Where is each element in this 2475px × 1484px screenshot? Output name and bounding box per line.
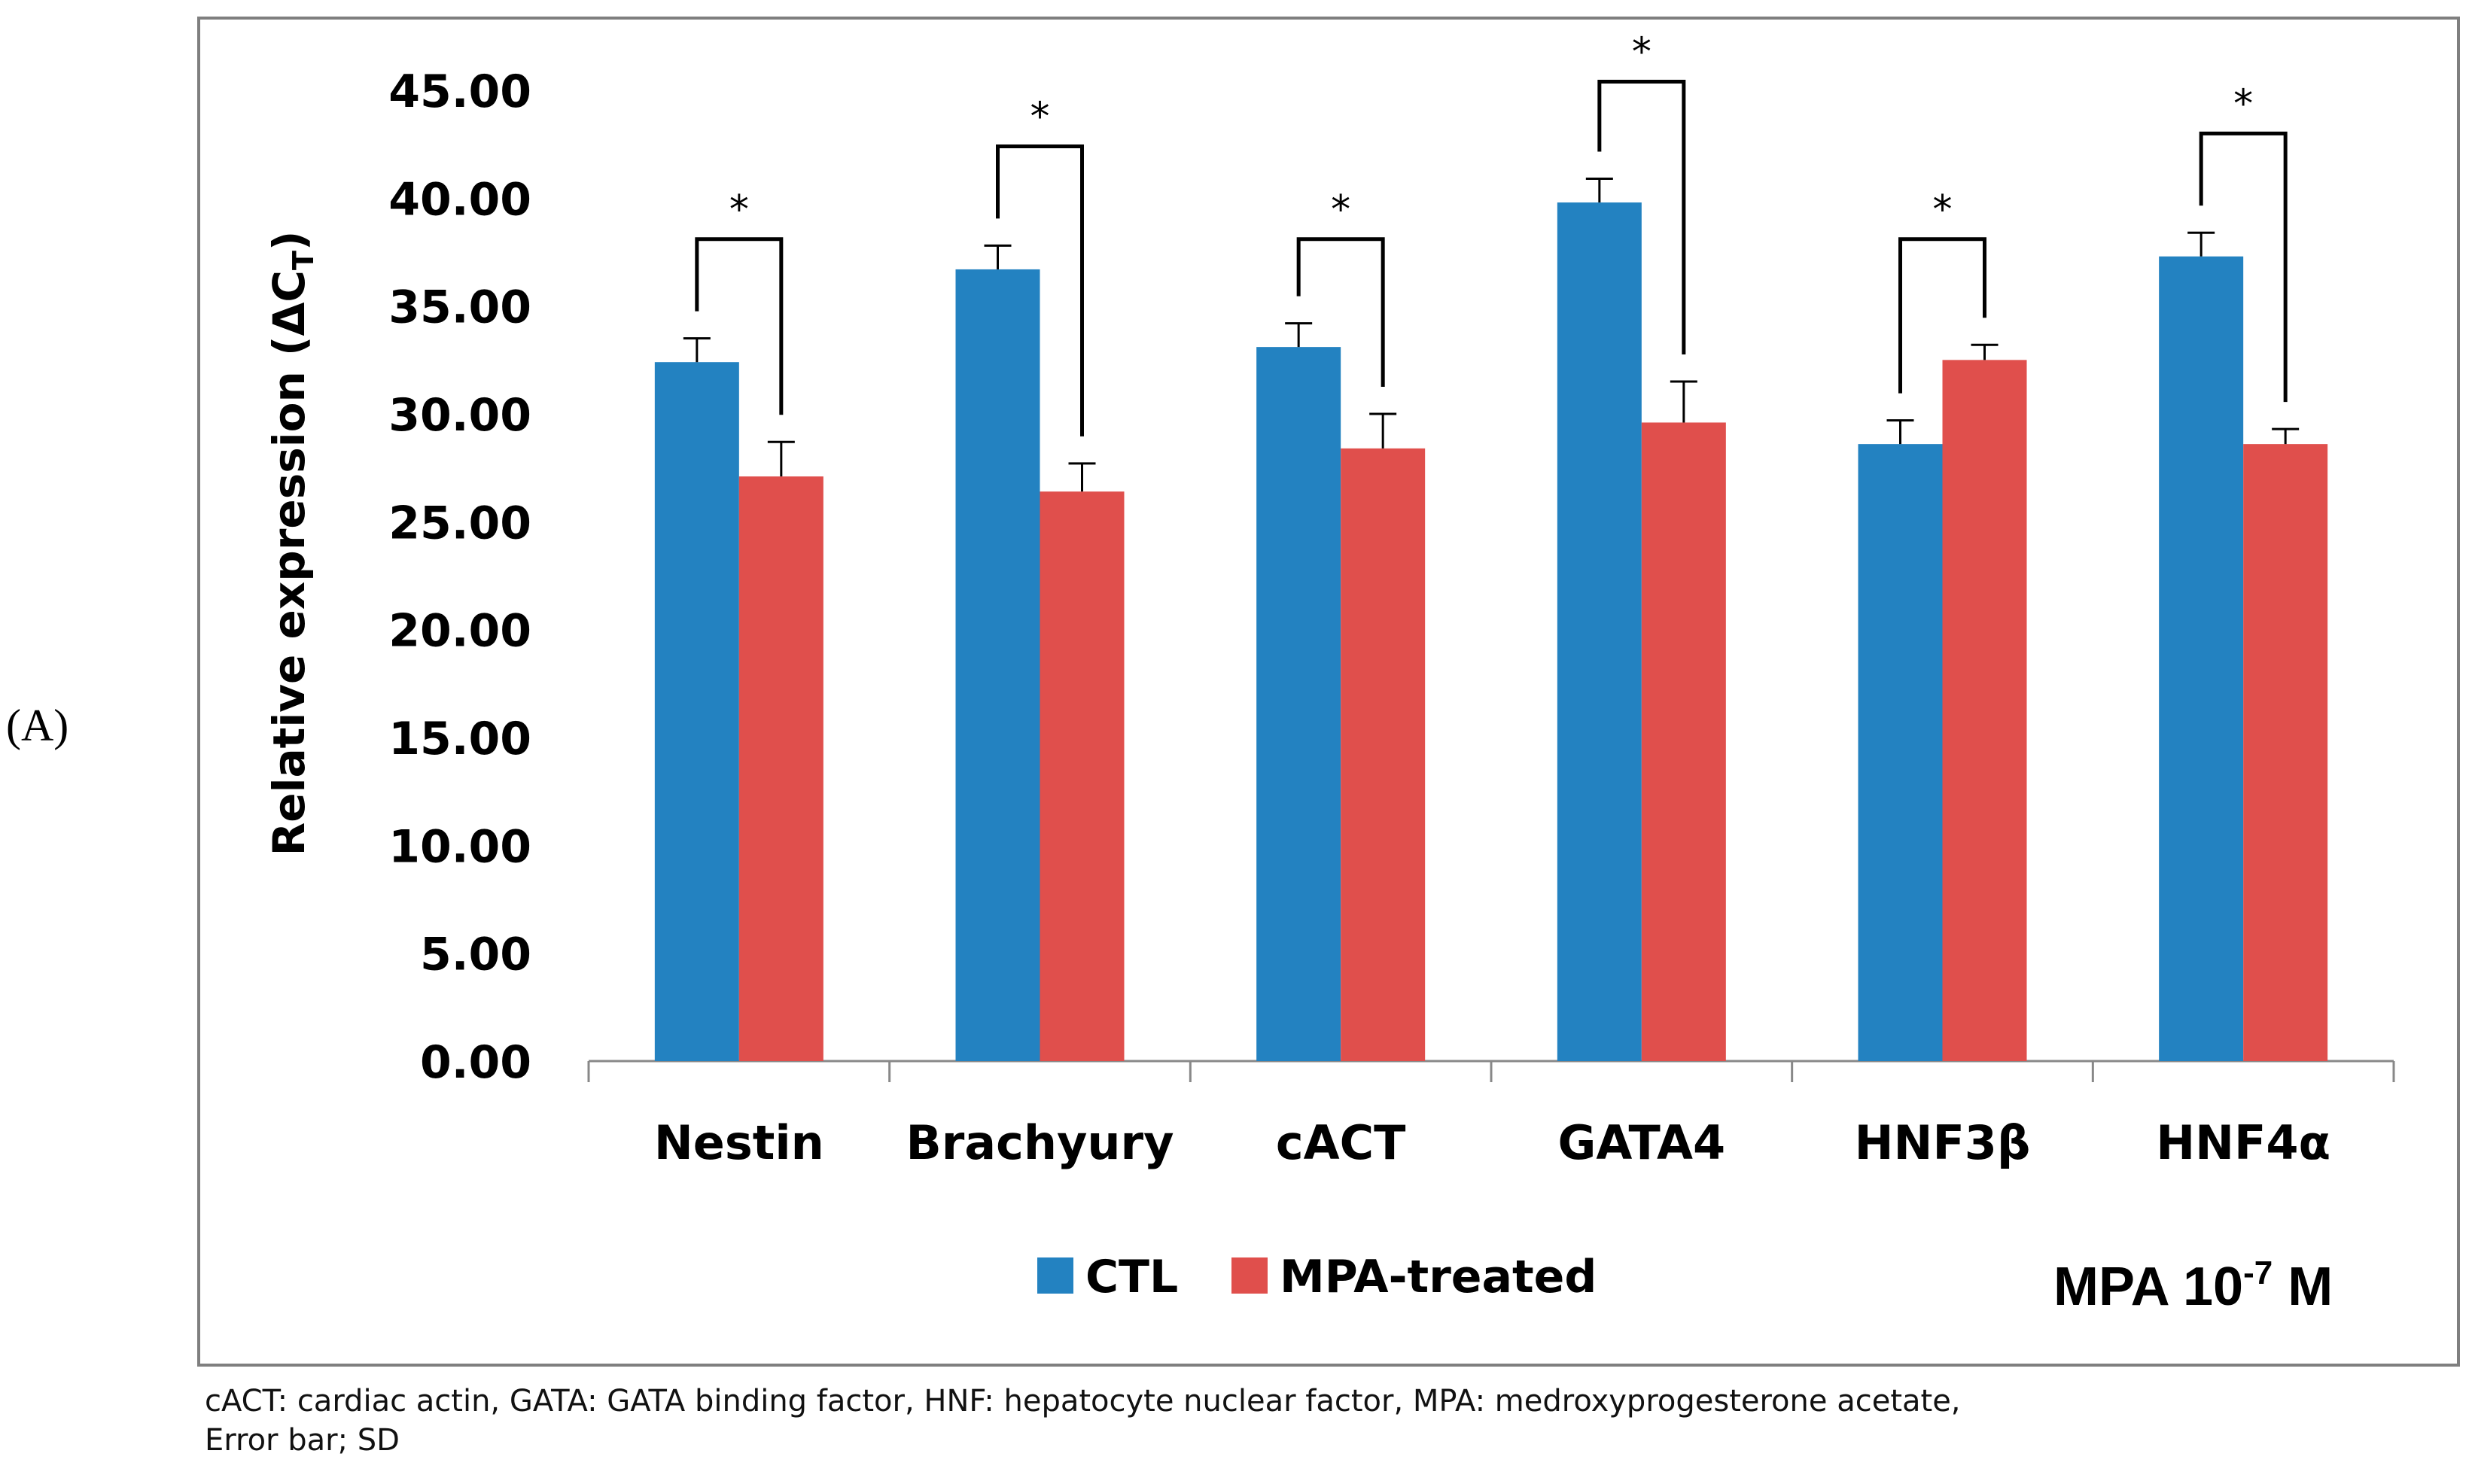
footnote-line-2: Error bar; SD	[205, 1423, 400, 1458]
x-tick-label: cACT	[1276, 1115, 1406, 1170]
significance-bracket	[2199, 131, 2288, 403]
x-axis: Nestin Brachyury cACT GATA4 HNF3β HNF4α	[587, 1060, 2395, 1170]
x-tick-label: GATA4	[1557, 1115, 1725, 1170]
y-axis-label-subscript: T	[287, 251, 320, 270]
significance-star: *	[2233, 81, 2253, 126]
treatment-annotation: MPA 10-7 M	[2053, 1254, 2333, 1317]
bar-ctl	[1858, 444, 1943, 1061]
significance-star: *	[1632, 30, 1652, 75]
error-bars	[683, 178, 2300, 492]
y-tick-label: 10.00	[388, 820, 531, 873]
annotation-main: MPA 10	[2053, 1257, 2243, 1317]
x-tick-label: HNF3β	[1855, 1115, 2031, 1170]
significance-star: *	[729, 187, 749, 233]
bar-ctl	[1256, 347, 1341, 1062]
y-tick-label: 30.00	[388, 389, 531, 442]
chart-frame	[197, 17, 2460, 1367]
bar-chart: 0.00 5.00 10.00 15.00 20.00 25.00 30.00 35.00 40…	[263, 30, 2395, 1317]
significance-star: *	[1331, 187, 1350, 233]
bar-ctl	[1557, 202, 1642, 1062]
bar-mpa-treated	[738, 476, 823, 1061]
significance-brackets: * * * * * *	[695, 30, 2288, 436]
footnote: cACT: cardiac actin, GATA: GATA binding …	[205, 1382, 2463, 1460]
y-tick-label: 40.00	[388, 173, 531, 226]
y-axis: 0.00 5.00 10.00 15.00 20.00 25.00 30.00 35.00 40…	[388, 65, 531, 1089]
panel-label: (A)	[6, 701, 69, 750]
footnote-line-1: cACT: cardiac actin, GATA: GATA binding …	[205, 1384, 1961, 1419]
significance-star: *	[1030, 95, 1050, 140]
y-tick-label: 5.00	[420, 929, 531, 981]
bar-ctl	[955, 269, 1040, 1061]
y-axis-label-close-paren: )	[263, 231, 315, 251]
legend-swatch-mpa	[1231, 1257, 1268, 1294]
y-tick-label: 20.00	[388, 605, 531, 658]
legend-swatch-ctl	[1037, 1257, 1073, 1294]
bar-mpa-treated	[1942, 360, 2027, 1061]
significance-bracket	[996, 144, 1084, 436]
significance-bracket	[695, 237, 784, 415]
annotation-superscript: -7	[2243, 1254, 2273, 1291]
bar-mpa-treated	[1641, 422, 1726, 1061]
x-tick-label: Nestin	[654, 1115, 824, 1170]
legend-label-ctl: CTL	[1085, 1251, 1178, 1303]
significance-bracket	[1898, 237, 1986, 394]
legend: CTL MPA-treated	[1037, 1251, 1597, 1303]
y-tick-label: 45.00	[388, 65, 531, 118]
y-tick-label: 15.00	[388, 713, 531, 765]
bar-mpa-treated	[1040, 491, 1125, 1061]
y-tick-label: 0.00	[420, 1036, 531, 1089]
bar-mpa-treated	[1341, 448, 1426, 1061]
y-axis-label: Relative expression (ΔCT)	[263, 231, 320, 856]
bars	[654, 202, 2328, 1062]
legend-label-mpa: MPA-treated	[1280, 1251, 1597, 1303]
bar-mpa-treated	[2243, 444, 2328, 1061]
x-tick-label: Brachyury	[906, 1115, 1174, 1170]
bar-ctl	[2159, 256, 2244, 1061]
y-tick-label: 35.00	[388, 281, 531, 334]
annotation-suffix: M	[2273, 1257, 2333, 1317]
y-tick-label: 25.00	[388, 497, 531, 549]
x-tick-label: HNF4α	[2156, 1115, 2330, 1170]
bar-ctl	[654, 362, 739, 1061]
significance-bracket	[1597, 80, 1686, 354]
y-axis-label-main: Relative expression (ΔC	[263, 270, 315, 856]
significance-star: *	[1933, 187, 1953, 233]
significance-bracket	[1296, 237, 1385, 387]
